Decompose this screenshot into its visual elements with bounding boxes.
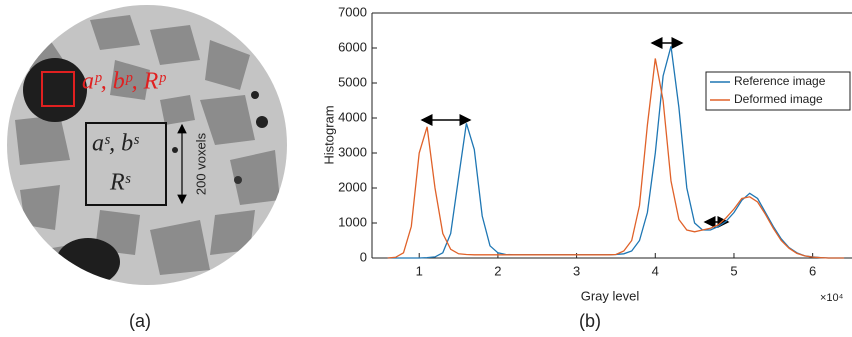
x-tick-label: 6 (809, 263, 816, 278)
y-tick-label: 6000 (338, 39, 367, 54)
x-tick-label: 5 (730, 263, 737, 278)
y-tick-label: 7000 (338, 4, 367, 19)
legend-label: Reference image (734, 74, 826, 88)
y-tick-label: 2000 (338, 179, 367, 194)
panel-caption: (b) (579, 311, 601, 331)
x-tick-label: 2 (494, 263, 501, 278)
x-tick-label: 1 (416, 263, 423, 278)
y-tick-label: 3000 (338, 144, 367, 159)
y-axis-label: Histogram (321, 105, 336, 164)
legend-label: Deformed image (734, 92, 823, 106)
x-axis-label: Gray level (581, 288, 640, 303)
y-tick-label: 4000 (338, 109, 367, 124)
box-label: aˢ, bˢ (92, 131, 139, 157)
series-line (387, 58, 845, 259)
y-tick-label: 5000 (338, 74, 367, 89)
scale-label: 200 voxels (193, 132, 208, 195)
x-multiplier: ×10⁴ (820, 292, 844, 304)
annotation-arrows (420, 37, 730, 228)
x-tick-label: 3 (573, 263, 580, 278)
ct-image (7, 5, 287, 285)
y-tick-label: 1000 (338, 214, 367, 229)
red-label: aᵖ, bᵖ, Rᵖ (82, 69, 166, 95)
box-label: Rˢ (109, 170, 131, 196)
legend (705, 71, 851, 111)
x-tick-label: 4 (652, 263, 659, 278)
panel-caption: (a) (129, 311, 151, 331)
y-tick-label: 0 (360, 249, 367, 264)
